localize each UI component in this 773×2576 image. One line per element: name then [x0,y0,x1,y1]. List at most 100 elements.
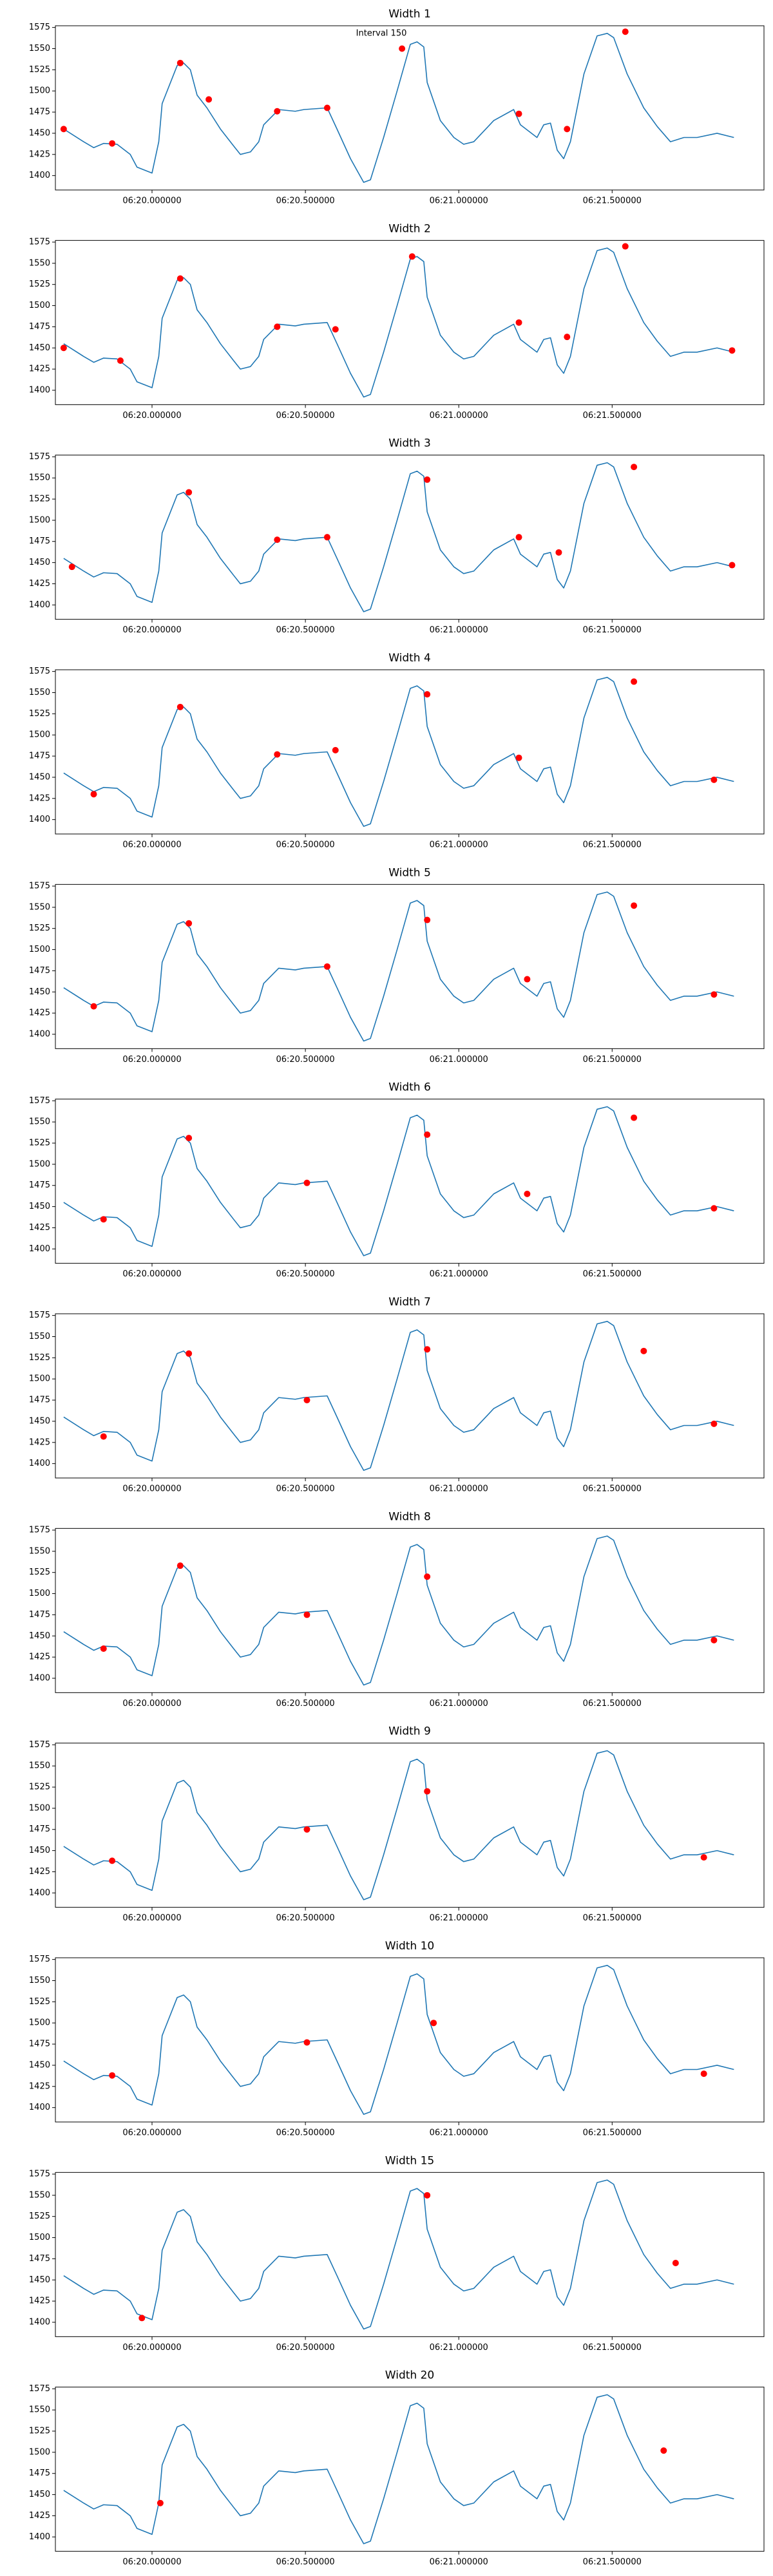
y-tick-label: 1525 [29,923,50,933]
data-line [63,247,734,398]
y-tick-label: 1575 [29,2169,50,2179]
y-tick-label: 1450 [29,987,50,997]
y-tick-label: 1550 [29,1332,50,1341]
peak-marker [177,275,184,282]
x-tick-label: 06:21.500000 [583,2343,642,2353]
chart-title: Width 1 [388,8,431,21]
y-tick-label: 1500 [29,1803,50,1813]
plot-frame [55,884,765,1049]
peak-marker [515,110,522,117]
x-tick-label: 06:20.500000 [276,1055,334,1065]
peak-marker [408,253,415,260]
x-tick-label: 06:20.000000 [122,840,181,850]
plot-frame [55,1528,765,1693]
y-tick-label: 1575 [29,1955,50,1964]
chart-title: Width 6 [388,1081,431,1094]
y-tick-label: 1500 [29,2447,50,2457]
peak-marker [186,920,193,927]
x-tick-label: 06:21.000000 [430,1269,488,1279]
y-tick-label: 1400 [29,1673,50,1683]
y-tick-label: 1450 [29,1202,50,1211]
x-tick-label: 06:20.000000 [122,2343,181,2353]
y-tick-label: 1450 [29,1631,50,1641]
peak-marker [90,791,97,798]
y-tick-label: 1550 [29,258,50,268]
chart-title: Width 9 [388,1725,431,1738]
x-tick-label: 06:20.000000 [122,1055,181,1065]
peak-marker [555,549,562,556]
peak-marker [303,1397,310,1404]
y-tick-label: 1575 [29,667,50,676]
peak-marker [274,108,281,115]
peak-marker [424,1788,431,1795]
peak-marker [515,754,522,761]
peak-marker [631,678,638,685]
y-tick-label: 1575 [29,1096,50,1106]
peak-marker [711,1636,718,1643]
x-tick-label: 06:21.500000 [583,840,642,850]
x-tick-label: 06:20.000000 [122,2128,181,2138]
y-tick-label: 1425 [29,579,50,589]
x-tick-label: 06:21.500000 [583,411,642,421]
y-tick-label: 1400 [29,2317,50,2327]
x-tick-label: 06:20.000000 [122,1484,181,1494]
peak-marker [186,1350,193,1357]
chart-title: Width 4 [388,652,431,665]
peak-marker [332,746,339,753]
y-tick-label: 1475 [29,108,50,117]
y-tick-label: 1450 [29,1416,50,1426]
x-tick-label: 06:20.500000 [276,2557,334,2567]
y-tick-label: 1500 [29,301,50,310]
x-tick-label: 06:21.500000 [583,1484,642,1494]
x-tick-label: 06:21.000000 [430,840,488,850]
y-tick-label: 1500 [29,515,50,525]
y-tick-label: 1525 [29,2427,50,2436]
peak-marker [60,345,67,352]
plot-frame [55,669,765,835]
data-line [63,1965,734,2115]
peak-marker [323,963,330,970]
peak-marker [711,1420,718,1427]
y-tick-label: 1500 [29,2018,50,2028]
y-tick-label: 1425 [29,793,50,803]
peak-marker [323,104,330,111]
y-tick-label: 1400 [29,385,50,395]
y-tick-label: 1475 [29,1610,50,1620]
data-line [63,1321,734,1471]
y-tick-label: 1525 [29,2211,50,2221]
y-tick-label: 1425 [29,1009,50,1018]
peak-marker [186,489,193,496]
peak-marker [424,1131,431,1138]
peak-marker [640,1347,647,1354]
data-line [63,33,734,183]
y-tick-label: 1500 [29,2233,50,2242]
peak-marker [424,1573,431,1580]
x-tick-label: 06:20.500000 [276,2128,334,2138]
x-tick-label: 06:20.500000 [276,840,334,850]
x-tick-label: 06:21.000000 [430,1055,488,1065]
y-tick-label: 1550 [29,1761,50,1771]
x-tick-label: 06:20.000000 [122,625,181,635]
y-tick-label: 1425 [29,2297,50,2306]
x-tick-label: 06:21.500000 [583,625,642,635]
x-tick-label: 06:21.000000 [430,196,488,206]
x-tick-label: 06:21.000000 [430,411,488,421]
peak-marker [631,1114,638,1121]
x-tick-label: 06:21.500000 [583,1055,642,1065]
peak-marker [424,2192,431,2199]
y-tick-label: 1400 [29,600,50,610]
y-tick-label: 1425 [29,1223,50,1233]
y-tick-label: 1425 [29,2081,50,2091]
peak-marker [524,1190,531,1197]
y-tick-label: 1400 [29,2103,50,2112]
peak-marker [157,2499,164,2506]
data-line [63,677,734,827]
y-tick-label: 1400 [29,2532,50,2542]
peak-marker [729,562,736,569]
y-tick-label: 1575 [29,237,50,247]
data-line [63,2394,734,2544]
y-tick-label: 1550 [29,688,50,697]
x-tick-label: 06:20.500000 [276,2343,334,2353]
y-tick-label: 1450 [29,2060,50,2070]
